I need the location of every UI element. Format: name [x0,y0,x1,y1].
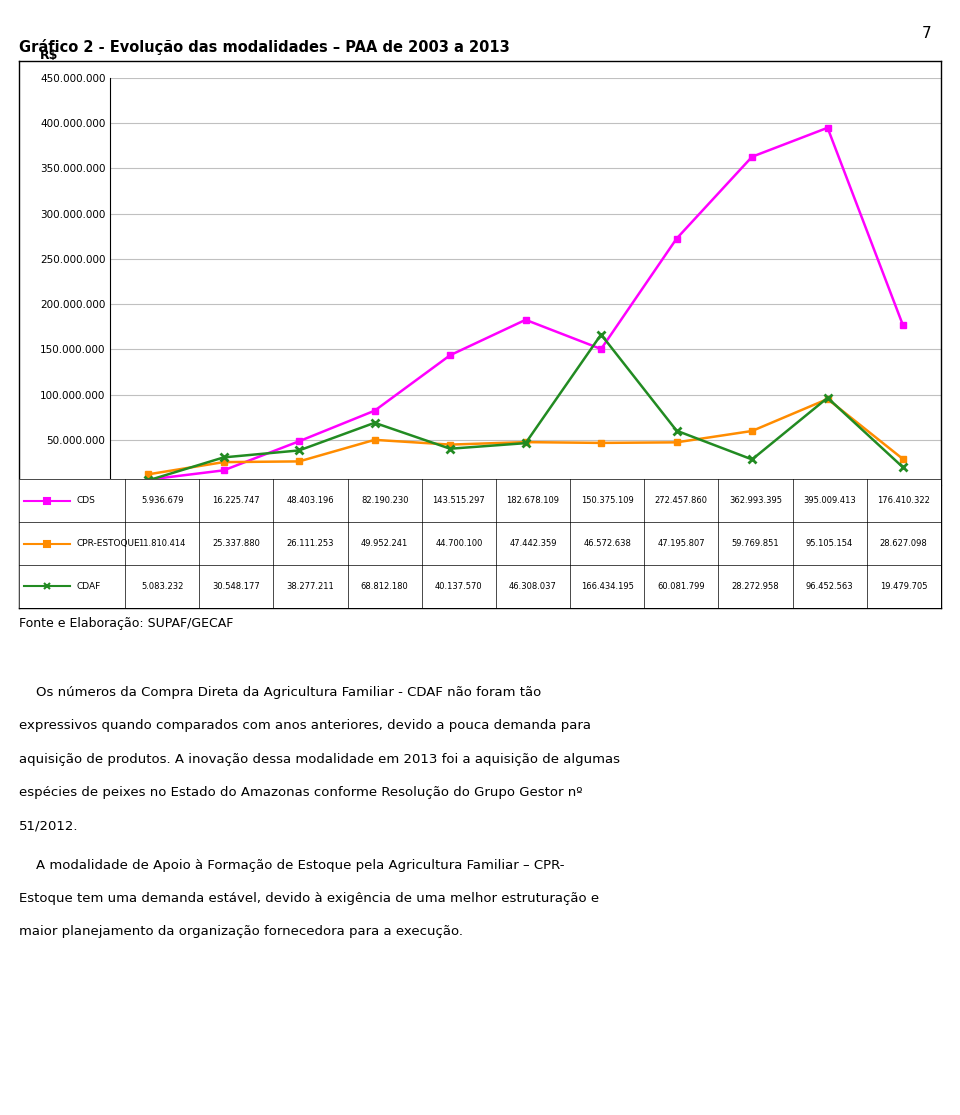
CPR-ESTOQUE [822,392,833,406]
Text: 30.548.177: 30.548.177 [212,582,260,591]
Line: CDS: CDS [145,124,906,483]
CDAF [671,424,683,437]
CDS [369,404,380,417]
CDS [519,313,531,327]
CDAF [595,328,607,341]
Text: 19.479.705: 19.479.705 [880,582,927,591]
Text: A modalidade de Apoio à Formação de Estoque pela Agricultura Familiar – CPR-: A modalidade de Apoio à Formação de Esto… [19,859,564,872]
Text: expressivos quando comparados com anos anteriores, devido a pouca demanda para: expressivos quando comparados com anos a… [19,719,591,733]
Text: 166.434.195: 166.434.195 [581,582,634,591]
CPR-ESTOQUE [519,436,531,449]
Text: R$: R$ [39,49,59,61]
Text: CDS: CDS [77,496,95,505]
CDAF [142,474,154,487]
Text: maior planejamento da organização fornecedora para a execução.: maior planejamento da organização fornec… [19,925,463,939]
Text: 150.375.109: 150.375.109 [581,496,634,505]
CDAF [519,436,531,449]
Text: 51/2012.: 51/2012. [19,820,79,833]
Text: espécies de peixes no Estado do Amazonas conforme Resolução do Grupo Gestor nº: espécies de peixes no Estado do Amazonas… [19,786,583,799]
Line: CDAF: CDAF [144,330,907,485]
Text: 395.009.413: 395.009.413 [804,496,856,505]
Text: 48.403.196: 48.403.196 [287,496,334,505]
Text: 28.272.958: 28.272.958 [732,582,780,591]
Text: 28.627.098: 28.627.098 [880,539,927,549]
CDS [294,435,305,448]
CPR-ESTOQUE [218,455,229,468]
CDAF [898,460,909,474]
CDAF [822,391,833,405]
Text: 40.137.570: 40.137.570 [435,582,483,591]
CDS [898,319,909,332]
CPR-ESTOQUE [444,438,456,452]
Text: 38.277.211: 38.277.211 [287,582,334,591]
CDS [142,473,154,486]
CPR-ESTOQUE [369,433,380,446]
CPR-ESTOQUE [142,467,154,481]
CDAF [369,416,380,429]
Text: 44.700.100: 44.700.100 [435,539,483,549]
CDS [595,342,607,356]
CDAF [218,450,229,464]
Text: 11.810.414: 11.810.414 [138,539,186,549]
CPR-ESTOQUE [898,453,909,466]
CDS [746,151,757,164]
CDS [444,349,456,362]
CPR-ESTOQUE [294,455,305,468]
Text: Estoque tem uma demanda estável, devido à exigência de uma melhor estruturação e: Estoque tem uma demanda estável, devido … [19,892,599,905]
CDAF [294,444,305,457]
Text: 68.812.180: 68.812.180 [361,582,409,591]
Text: 272.457.860: 272.457.860 [655,496,708,505]
Text: 47.442.359: 47.442.359 [509,539,557,549]
Text: CPR-ESTOQUE: CPR-ESTOQUE [77,539,140,549]
Text: 5.936.679: 5.936.679 [141,496,183,505]
Text: 82.190.230: 82.190.230 [361,496,408,505]
Text: Fonte e Elaboração: SUPAF/GECAF: Fonte e Elaboração: SUPAF/GECAF [19,617,233,630]
Text: 49.952.241: 49.952.241 [361,539,408,549]
Text: 47.195.807: 47.195.807 [658,539,705,549]
Text: 60.081.799: 60.081.799 [658,582,705,591]
CDAF [746,453,757,466]
Text: 182.678.109: 182.678.109 [507,496,560,505]
Text: 16.225.747: 16.225.747 [212,496,260,505]
CDS [218,464,229,477]
Text: 46.572.638: 46.572.638 [584,539,631,549]
Text: 26.111.253: 26.111.253 [287,539,334,549]
Text: Os números da Compra Direta da Agricultura Familiar - CDAF não foram tão: Os números da Compra Direta da Agricultu… [19,686,541,699]
Text: 59.769.851: 59.769.851 [732,539,780,549]
CDS [671,232,683,245]
Text: 25.337.880: 25.337.880 [212,539,260,549]
CDS [822,122,833,135]
CPR-ESTOQUE [746,425,757,438]
CPR-ESTOQUE [671,436,683,449]
Text: CDAF: CDAF [77,582,101,591]
Text: Gráfico 2 - Evolução das modalidades – PAA de 2003 a 2013: Gráfico 2 - Evolução das modalidades – P… [19,39,510,55]
Text: 46.308.037: 46.308.037 [509,582,557,591]
CDAF [444,442,456,455]
Text: 7: 7 [922,26,931,40]
Text: 143.515.297: 143.515.297 [432,496,485,505]
Text: 362.993.395: 362.993.395 [729,496,782,505]
Text: 96.452.563: 96.452.563 [805,582,853,591]
CPR-ESTOQUE [595,436,607,449]
Text: 176.410.322: 176.410.322 [877,496,930,505]
Text: 5.083.232: 5.083.232 [141,582,183,591]
Text: 95.105.154: 95.105.154 [806,539,853,549]
Line: CPR-ESTOQUE: CPR-ESTOQUE [145,396,906,478]
Text: aquisição de produtos. A inovação dessa modalidade em 2013 foi a aquisição de al: aquisição de produtos. A inovação dessa … [19,753,620,766]
